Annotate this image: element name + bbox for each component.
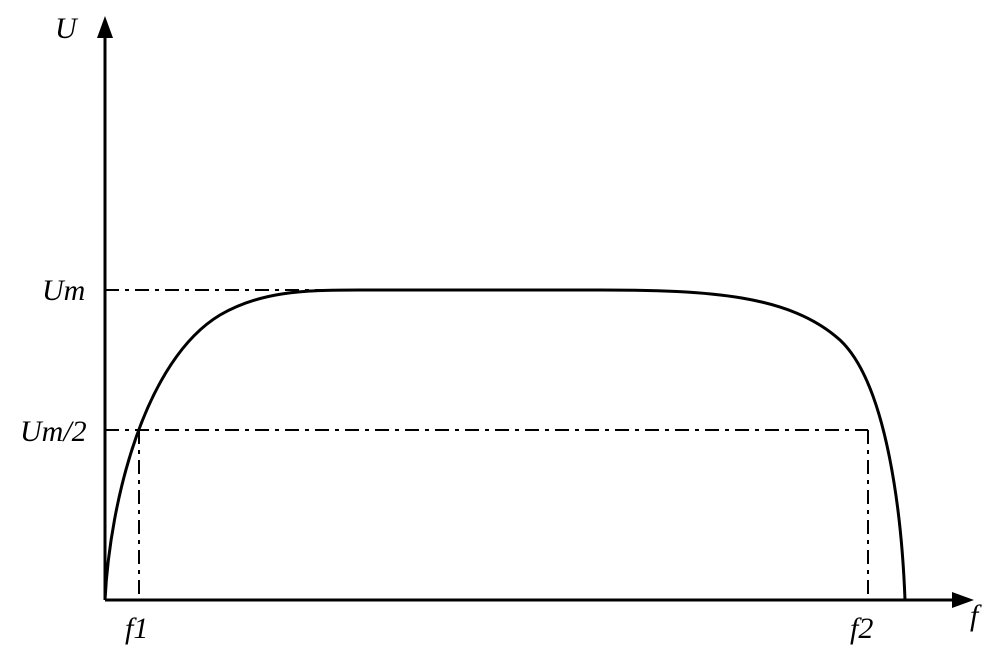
x-axis-label: f [970, 599, 982, 632]
response-curve [105, 290, 905, 600]
y-axis-arrow [97, 16, 113, 38]
um-half-label: Um/2 [20, 415, 87, 448]
um-label: Um [42, 274, 85, 307]
f2-label: f2 [850, 612, 873, 645]
bandpass-diagram: U f Um Um/2 f1 f2 [0, 0, 1000, 662]
y-axis-label: U [55, 12, 79, 45]
f1-label: f1 [125, 612, 148, 645]
